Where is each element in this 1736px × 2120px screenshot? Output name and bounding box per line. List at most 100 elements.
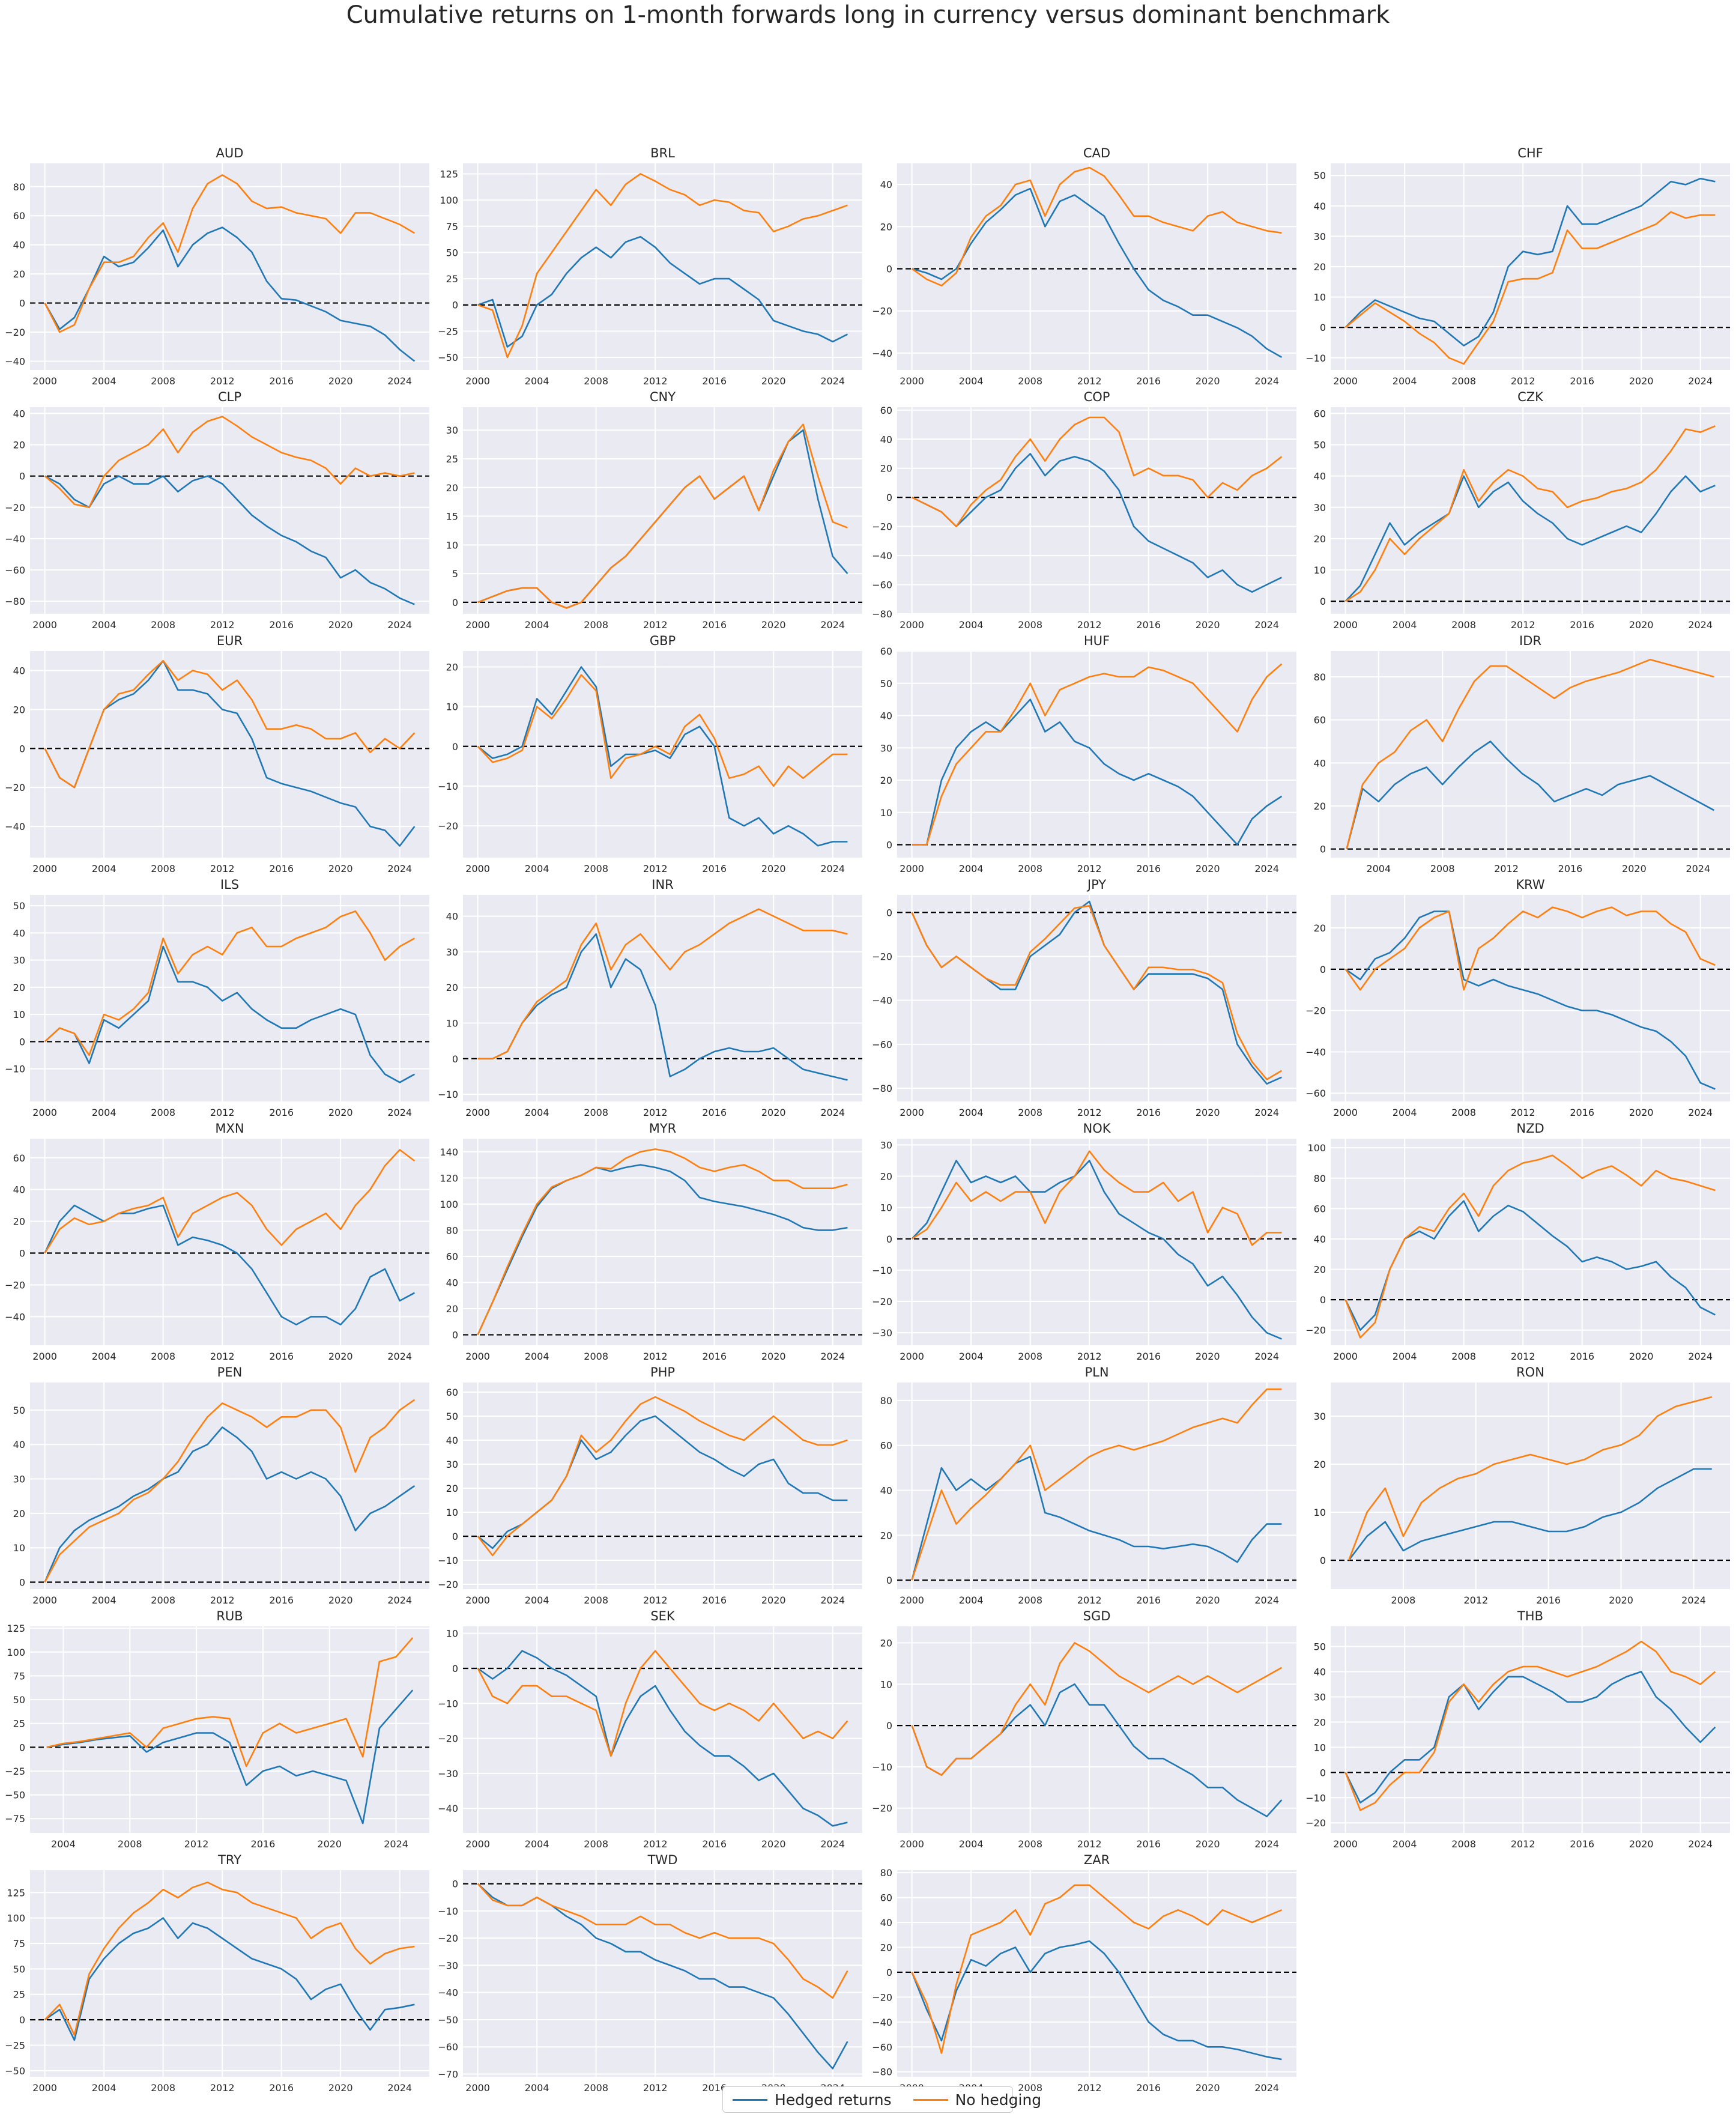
plot-area	[463, 407, 862, 614]
x-tick-label: 2012	[1077, 2082, 1102, 2094]
x-tick-label: 2012	[210, 1107, 235, 1118]
y-tick-label: 50	[13, 1963, 25, 1975]
series-unhedged-rub	[46, 1637, 414, 1767]
x-tick-label: 2016	[269, 1595, 294, 1606]
y-tick-label: −40	[872, 2017, 892, 2028]
panel-myr: 0 20 40 60 80 100 120 140 2000 2004 2008 2012 2016 20…	[440, 1121, 862, 1362]
y-tick-label: 0	[1320, 1294, 1326, 1306]
y-tick-label: 40	[880, 434, 892, 445]
x-tick-label: 2000	[32, 375, 57, 387]
series-hedged-cop	[912, 453, 1282, 593]
y-tick-label: 0	[452, 1330, 458, 1341]
series-unhedged-gbp	[477, 674, 848, 787]
x-tick-label: 2004	[525, 619, 549, 631]
plot-area	[30, 1626, 429, 1833]
x-tick-label: 2020	[328, 1595, 353, 1606]
x-tick-label: 2020	[1629, 375, 1654, 387]
y-tick-label: −50	[438, 2014, 458, 2026]
plot-area	[1331, 1383, 1730, 1589]
x-tick-label: 2008	[1018, 619, 1042, 631]
y-tick-label: 30	[13, 1474, 25, 1485]
panel-title: CNY	[650, 390, 676, 404]
y-tick-label: 60	[1314, 715, 1326, 726]
y-tick-label: 20	[880, 1530, 892, 1541]
x-tick-label: 2000	[32, 1351, 57, 1362]
x-tick-label: 2024	[1688, 1351, 1713, 1362]
y-tick-label: 10	[446, 539, 458, 551]
y-tick-label: 60	[880, 405, 892, 416]
y-tick-label: −20	[438, 1933, 458, 1944]
x-tick-label: 2020	[328, 1351, 353, 1362]
y-tick-label: 80	[1314, 1173, 1326, 1184]
y-tick-label: −20	[872, 1803, 892, 1814]
y-tick-label: 0	[452, 1053, 458, 1065]
series-unhedged-cad	[911, 166, 1282, 286]
y-tick-label: 40	[1314, 1234, 1326, 1245]
x-tick-label: 2024	[1254, 375, 1279, 387]
x-tick-label: 2016	[1570, 375, 1594, 387]
panel-title: RON	[1516, 1365, 1544, 1380]
series-unhedged-inr	[477, 908, 848, 1060]
x-tick-label: 2004	[959, 1595, 984, 1606]
panel-title: PHP	[650, 1365, 675, 1380]
x-tick-label: 2020	[328, 619, 353, 631]
y-tick-label: 0	[452, 1531, 458, 1542]
x-tick-label: 2008	[118, 1838, 142, 1850]
x-tick-label: 2008	[1451, 1838, 1476, 1850]
panel-krw: −60 −40 −20 0 20 2000 2004 2008 2012 2016 2020 2024…	[1305, 877, 1730, 1118]
x-tick-label: 2004	[1393, 619, 1417, 631]
y-tick-label: 20	[13, 704, 25, 715]
x-tick-label: 2024	[820, 1595, 845, 1606]
series-hedged-pln	[911, 1456, 1282, 1581]
x-tick-label: 2020	[761, 1838, 786, 1850]
x-tick-label: 2024	[1688, 375, 1713, 387]
y-tick-label: −10	[438, 1555, 458, 1566]
y-tick-label: −20	[872, 306, 892, 317]
y-tick-label: −80	[872, 608, 892, 620]
y-tick-label: 0	[19, 743, 25, 754]
series-unhedged-eur	[44, 659, 416, 789]
panel-thb: −20 −10 0 10 20 30 40 50 2000 2004 2008 2012 2016 202…	[1305, 1609, 1730, 1850]
x-tick-label: 2016	[702, 1107, 727, 1118]
y-tick-label: 10	[880, 807, 892, 819]
x-tick-label: 2000	[32, 863, 57, 874]
x-tick-label: 2020	[1622, 863, 1647, 874]
x-tick-label: 2016	[1136, 1595, 1161, 1606]
y-tick-label: 0	[886, 1967, 892, 1978]
y-tick-label: 5	[452, 568, 458, 580]
y-tick-label: 100	[440, 1199, 458, 1210]
y-tick-label: −80	[872, 1083, 892, 1094]
panel-title: CLP	[218, 390, 241, 404]
x-tick-label: 2000	[900, 1595, 924, 1606]
series-unhedged-sek	[477, 1650, 848, 1757]
series-hedged-rub	[46, 1689, 414, 1825]
x-tick-label: 2008	[1391, 1595, 1416, 1606]
plot-area	[463, 1383, 862, 1589]
x-tick-label: 2012	[210, 863, 235, 874]
y-tick-label: 10	[1314, 292, 1326, 303]
x-tick-label: 2008	[584, 1595, 608, 1606]
x-tick-label: 2024	[387, 1595, 412, 1606]
x-tick-label: 2016	[269, 375, 294, 387]
plot-area	[897, 1626, 1296, 1833]
x-tick-label: 2016	[702, 1351, 727, 1362]
x-tick-label: 2000	[1333, 1107, 1358, 1118]
x-tick-label: 2020	[761, 1107, 786, 1118]
y-tick-label: −20	[5, 327, 25, 338]
x-tick-label: 2020	[328, 2082, 353, 2094]
panel-zar: −80−60−40−200204060802000200420082012201…	[872, 1853, 1296, 2094]
series-hedged-idr	[1346, 740, 1715, 850]
x-tick-label: 2004	[1393, 1838, 1417, 1850]
x-tick-label: 2016	[1136, 375, 1161, 387]
x-tick-label: 2016	[269, 2082, 294, 2094]
plot-area	[30, 1139, 429, 1345]
y-tick-label: 0	[886, 492, 892, 503]
x-tick-label: 2012	[1511, 375, 1535, 387]
x-tick-label: 2020	[1196, 375, 1220, 387]
x-tick-label: 2008	[1018, 375, 1042, 387]
plot-area	[897, 163, 1296, 370]
series-unhedged-nok	[911, 1150, 1282, 1246]
y-tick-label: 40	[446, 1435, 458, 1446]
y-tick-label: −50	[5, 1790, 25, 1801]
x-tick-label: 2020	[1196, 1351, 1220, 1362]
